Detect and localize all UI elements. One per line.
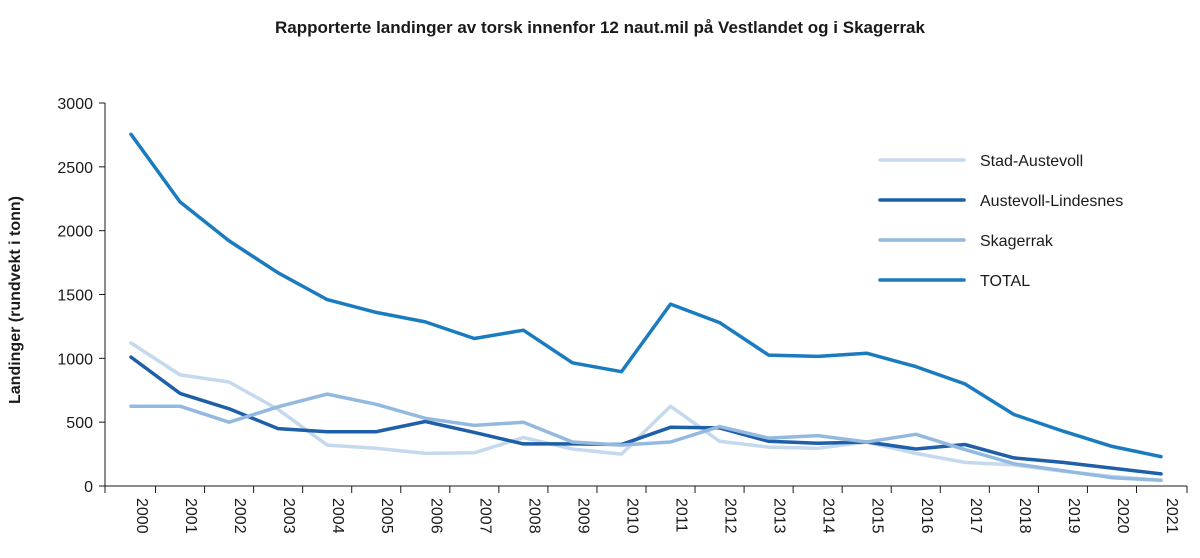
- x-tick-label: 2005: [378, 498, 395, 534]
- series-line-skagerrak: [129, 392, 1163, 483]
- x-tick-label: 2003: [280, 498, 297, 534]
- x-tick-label: 2004: [329, 498, 346, 534]
- series-line-stad-austevoll: [129, 341, 1163, 483]
- series-line-austevoll-lindesnes: [129, 355, 1163, 476]
- x-tick-label: 2015: [869, 498, 886, 534]
- y-tick-label: 1000: [57, 351, 93, 368]
- y-tick-label: 2000: [57, 224, 93, 241]
- y-axis-label: Landinger (rundvekt i tonn): [7, 196, 24, 404]
- y-tick-label: 3000: [57, 96, 93, 113]
- x-tick-label: 2000: [133, 498, 150, 534]
- x-tick-label: 2009: [574, 498, 591, 534]
- x-tick-label: 2014: [820, 498, 837, 534]
- x-tick-label: 2018: [1016, 498, 1033, 534]
- y-tick-label: 1500: [57, 288, 93, 305]
- x-tick-label: 2021: [1163, 498, 1180, 534]
- y-tick-label: 0: [84, 479, 93, 496]
- x-tick-label: 2001: [182, 498, 199, 534]
- x-tick-label: 2006: [427, 498, 444, 534]
- x-tick-label: 2019: [1065, 498, 1082, 534]
- y-axis: 0 500 1000 1500 2000 2500 3000: [57, 96, 105, 496]
- x-tick-label: 2002: [231, 498, 248, 534]
- x-tick-label: 2008: [525, 498, 542, 534]
- y-tick-label: 500: [66, 415, 93, 432]
- legend-label-skagerrak: Skagerrak: [980, 233, 1054, 250]
- chart-title: Rapporterte landinger av torsk innenfor …: [275, 18, 925, 37]
- x-tick-label: 2013: [771, 498, 788, 534]
- x-axis: 2000 2001 2002 2003 2004 2005 2006 2007 2008 2009…: [104, 486, 1188, 534]
- legend-label-total: TOTAL: [980, 273, 1030, 290]
- legend: Stad-Austevoll Austevoll-Lindesnes Skagerr…: [878, 153, 1123, 290]
- x-tick-label: 2017: [967, 498, 984, 534]
- x-tick-label: 2011: [673, 498, 690, 533]
- x-tick-label: 2012: [722, 498, 739, 534]
- x-tick-label: 2020: [1114, 498, 1131, 534]
- y-tick-label: 2500: [57, 160, 93, 177]
- legend-label-austevoll-lindesnes: Austevoll-Lindesnes: [980, 193, 1123, 210]
- plot-area: [129, 132, 1163, 483]
- series-line-total: [129, 132, 1163, 459]
- x-tick-label: 2007: [476, 498, 493, 534]
- legend-label-stad-austevoll: Stad-Austevoll: [980, 153, 1083, 170]
- x-tick-label: 2010: [623, 498, 640, 534]
- x-tick-label: 2016: [918, 498, 935, 534]
